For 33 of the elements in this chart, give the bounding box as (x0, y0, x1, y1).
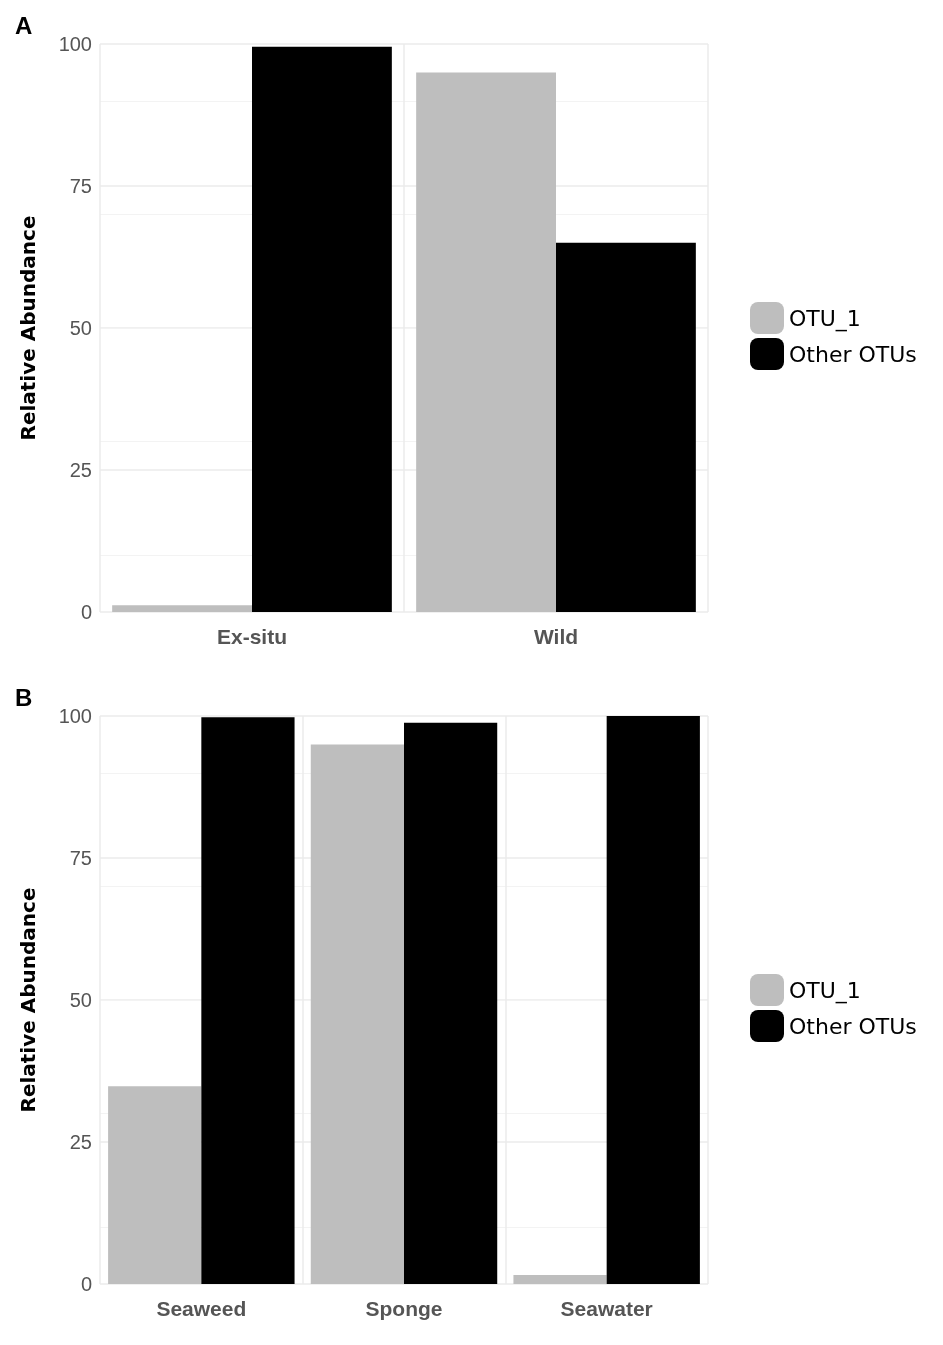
bar (201, 717, 295, 1284)
y-tick-label: 25 (69, 459, 92, 481)
y-axis-title: Relative Abundance (16, 215, 40, 441)
bar (112, 605, 252, 612)
bar (416, 72, 556, 612)
y-tick-label: 100 (58, 705, 92, 727)
legend-label: Other OTUs (789, 1013, 917, 1039)
x-tick-label: Sponge (365, 1297, 443, 1320)
bar (404, 722, 498, 1284)
x-tick-label: Wild (533, 625, 579, 648)
x-tick-label: Seawater (560, 1297, 653, 1320)
legend-label: OTU_1 (789, 977, 861, 1004)
x-tick-label: Ex-situ (216, 625, 288, 648)
y-tick-label: 100 (58, 33, 92, 55)
chart-title: A (15, 11, 33, 39)
y-tick-label: 0 (80, 1273, 92, 1295)
y-tick-label: 50 (69, 989, 92, 1011)
bar (310, 744, 404, 1284)
y-tick-label: 25 (69, 1131, 92, 1153)
chart-title: B (15, 683, 33, 711)
bar (108, 1086, 202, 1284)
bar (606, 716, 700, 1284)
y-tick-label: 75 (69, 847, 92, 869)
x-tick-label: Seaweed (156, 1297, 247, 1320)
y-tick-label: 75 (69, 175, 92, 197)
y-axis-title: Relative Abundance (16, 887, 40, 1113)
y-tick-label: 0 (80, 601, 92, 623)
bar (513, 1274, 607, 1284)
bar (252, 46, 392, 612)
y-tick-label: 50 (69, 317, 92, 339)
legend-label: OTU_1 (789, 305, 861, 332)
bar (556, 242, 696, 612)
legend-label: Other OTUs (789, 341, 917, 367)
